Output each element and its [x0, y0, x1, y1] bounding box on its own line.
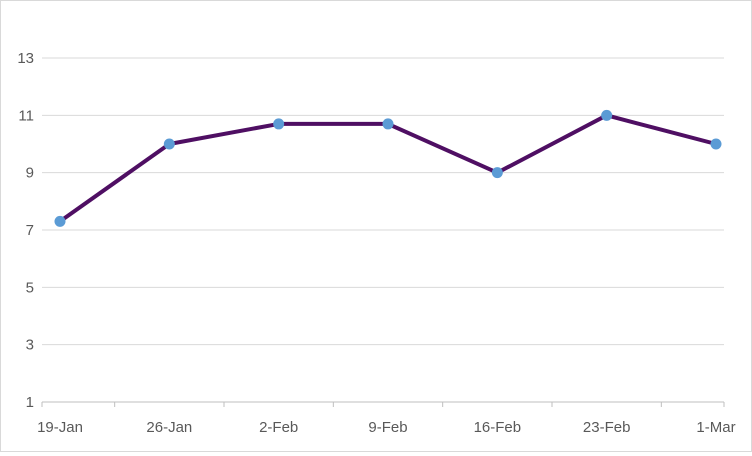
data-point-1-Mar	[710, 138, 722, 150]
data-point-16-Feb	[491, 167, 503, 179]
x-tick-label-26-Jan: 26-Jan	[146, 419, 192, 436]
y-tick-label-13: 13	[17, 50, 34, 67]
data-point-23-Feb	[601, 109, 613, 121]
x-tick-label-16-Feb: 16-Feb	[474, 419, 522, 436]
x-tick-label-9-Feb: 9-Feb	[368, 419, 407, 436]
data-point-26-Jan	[163, 138, 175, 150]
data-point-19-Jan	[54, 215, 66, 227]
x-tick-labels: 19-Jan 26-Jan 2-Feb 9-Feb 16-Feb 23-Feb 1-Mar	[37, 419, 736, 436]
y-tick-label-3: 3	[26, 337, 34, 354]
y-tick-label-9: 9	[26, 165, 34, 182]
y-tick-label-7: 7	[26, 222, 34, 239]
data-point-9-Feb	[382, 118, 394, 130]
x-tick-label-19-Jan: 19-Jan	[37, 419, 83, 436]
axes	[41, 401, 725, 407]
data-points	[54, 109, 722, 227]
x-tick-label-2-Feb: 2-Feb	[259, 419, 298, 436]
y-tick-label-1: 1	[26, 394, 34, 411]
series-line	[58, 113, 718, 224]
data-point-2-Feb	[273, 118, 285, 130]
y-tick-label-5: 5	[26, 279, 34, 296]
series-line-path	[58, 113, 718, 224]
x-tick-label-1-Mar: 1-Mar	[696, 419, 735, 436]
x-tick-label-23-Feb: 23-Feb	[583, 419, 631, 436]
y-tick-label-11: 11	[18, 107, 34, 124]
grid-lines	[42, 57, 724, 346]
